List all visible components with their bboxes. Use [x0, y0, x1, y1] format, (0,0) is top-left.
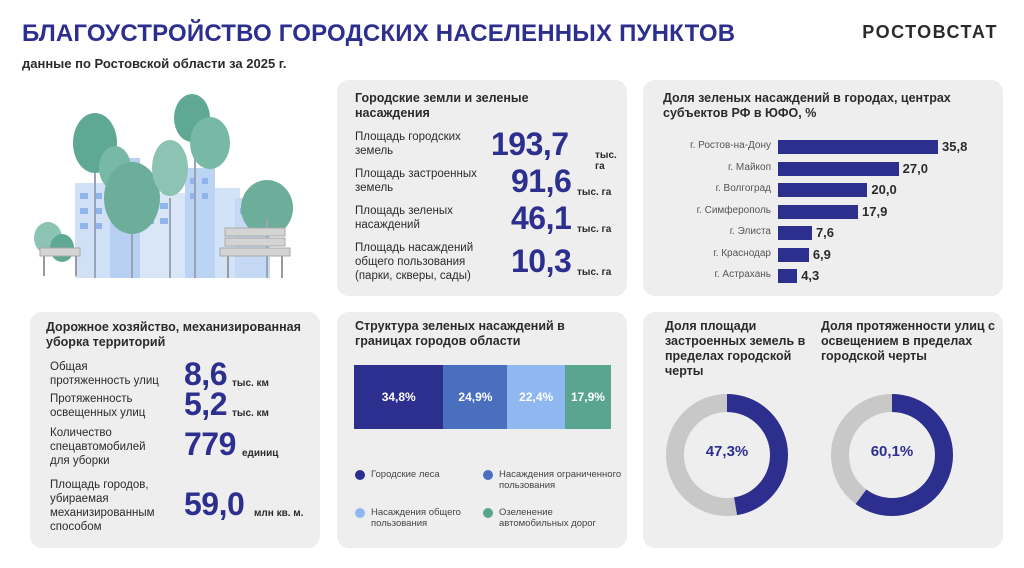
legend-swatch — [483, 470, 493, 480]
land-item-value: 193,7 — [491, 126, 569, 162]
structure-segment: 34,8% — [354, 365, 444, 429]
bar — [778, 161, 899, 176]
bar-row: г. Волгоград 20,0 — [643, 181, 1003, 199]
bar-category-label: г. Майкоп — [727, 161, 771, 173]
bar — [778, 269, 798, 283]
donut-2-center-label: 60,1% — [870, 443, 914, 460]
donut-1-title: Доля площади застроенных земель в предел… — [665, 319, 806, 378]
bar-category-label: г. Элиста — [729, 226, 771, 237]
land-item-label: Площадь застроенных земель — [355, 168, 477, 194]
land-item: Площадь зеленых насаждений 46,1 тыс. га — [355, 200, 625, 240]
donut-2-title: Доля протяженности улиц с освещением в п… — [821, 319, 995, 363]
land-item-unit: тыс. га — [577, 267, 612, 278]
structure-segment: 17,9% — [564, 365, 611, 429]
land-item-value: 91,6 — [511, 163, 572, 199]
road-item-unit: тыс. км — [232, 408, 269, 419]
bar — [778, 247, 809, 262]
land-item: Площадь насаждений общего пользования (п… — [355, 241, 625, 289]
structure-title: Структура зеленых насаждений в границах … — [355, 319, 565, 348]
bar — [778, 226, 812, 240]
legend-swatch — [355, 508, 365, 518]
land-card: Городские земли и зеленые насаждения Пло… — [337, 80, 627, 296]
bar-value-label: 4,3 — [801, 268, 820, 283]
structure-stacked-bar: 34,8% 24,9% 22,4% 17,9% — [354, 365, 611, 429]
bar-row: г. Майкоп 27,0 — [643, 160, 1003, 178]
bar-category-label: г. Волгоград — [715, 183, 771, 194]
donut-1-center-label: 47,3% — [705, 443, 749, 460]
bar — [778, 183, 868, 197]
bar-row: г. Ростов-на-Дону 35,8 — [643, 138, 1003, 156]
road-item-value: 779 — [184, 426, 236, 462]
brand-logo: РОСТОВСТАТ — [862, 22, 998, 42]
green-share-title: Доля зеленых насаждений в городах, центр… — [663, 91, 951, 120]
legend-label: Озеленение автомобильных дорог — [499, 507, 597, 529]
road-item-label: Площадь городов, убираемая механизирован… — [50, 479, 155, 533]
bar-category-label: г. Симферополь — [696, 204, 771, 216]
road-item: Протяженность освещенных улиц 5,2 тыс. к… — [48, 386, 318, 428]
bar-value-label: 6,9 — [812, 246, 831, 262]
bar-value-label: 27,0 — [902, 160, 928, 176]
bar — [778, 204, 858, 219]
road-item-label: Протяженность освещенных улиц — [50, 393, 146, 419]
road-item-label: Количество спецавтомобилей для уборки — [50, 427, 146, 467]
park-city-illustration — [34, 94, 293, 278]
road-item-value: 5,2 — [184, 386, 227, 422]
road-card-title: Дорожное хозяйство, механизированная убо… — [46, 320, 301, 349]
legend-label: Насаждения ограниченного пользования — [499, 469, 622, 491]
bar-category-label: г. Ростов-на-Дону — [690, 140, 771, 151]
donut-card: Доля площади застроенных земель в предел… — [643, 312, 1003, 548]
bar-row: г. Астрахань 4,3 — [643, 267, 1003, 285]
donut-value-slice — [831, 394, 953, 516]
road-item-value: 59,0 — [184, 486, 245, 522]
bar-row: г. Элиста 7,6 — [643, 224, 1003, 242]
legend-swatch — [355, 470, 365, 480]
legend-swatch — [483, 508, 493, 518]
road-item-unit: млн кв. м. — [254, 508, 304, 519]
road-item: Общая протяженность улиц 8,6 тыс. км — [48, 356, 318, 396]
donut-chart-built-land — [666, 394, 788, 516]
road-item-unit: тыс. км — [232, 378, 269, 389]
donut-chart-lit-streets — [831, 394, 953, 516]
structure-segment: 24,9% — [443, 365, 508, 429]
land-item-label: Площадь городских земель — [355, 131, 461, 157]
bar-category-label: г. Астрахань — [714, 269, 771, 280]
structure-card: Структура зеленых насаждений в границах … — [337, 312, 627, 548]
bar-value-label: 7,6 — [815, 225, 835, 240]
road-item: Количество спецавтомобилей для уборки 77… — [48, 426, 318, 470]
road-item: Площадь городов, убираемая механизирован… — [48, 478, 318, 536]
land-item-label: Площадь насаждений общего пользования (п… — [355, 242, 474, 282]
page-title: БЛАГОУСТРОЙСТВО ГОРОДСКИХ НАСЕЛЕННЫХ ПУН… — [22, 20, 736, 47]
bar-row: г. Симферополь 17,9 — [643, 203, 1003, 221]
structure-segment: 22,4% — [507, 365, 565, 429]
land-item: Площадь городских земель 193,7 тыс. га — [355, 126, 625, 172]
road-item-value: 8,6 — [184, 356, 227, 392]
land-item-unit: тыс. га — [577, 187, 612, 198]
bar-value-label: 20,0 — [871, 182, 897, 197]
road-card: Дорожное хозяйство, механизированная убо… — [30, 312, 320, 548]
land-card-title: Городские земли и зеленые насаждения — [355, 91, 529, 120]
bar-category-label: г. Краснодар — [713, 247, 771, 259]
donut-value-slice — [666, 394, 788, 516]
land-item-value: 46,1 — [511, 200, 572, 236]
bar-value-label: 35,8 — [942, 139, 968, 154]
page-subtitle: данные по Ростовской области за 2025 г. — [22, 56, 287, 71]
legend-label: Городские леса — [371, 469, 440, 480]
road-item-unit: единиц — [242, 448, 279, 459]
land-item-label: Площадь зеленых насаждений — [355, 205, 453, 231]
bar-row: г. Краснодар 6,9 — [643, 246, 1003, 264]
land-item-value: 10,3 — [511, 243, 572, 279]
bar — [778, 140, 938, 154]
legend-label: Насаждения общего пользования — [371, 507, 461, 529]
land-item-unit: тыс. га — [595, 150, 617, 172]
bar-value-label: 17,9 — [862, 203, 888, 219]
land-item: Площадь застроенных земель 91,6 тыс. га — [355, 163, 625, 203]
road-item-label: Общая протяженность улиц — [50, 361, 159, 387]
green-share-card: Доля зеленых насаждений в городах, центр… — [643, 80, 1003, 296]
land-item-unit: тыс. га — [577, 224, 612, 235]
